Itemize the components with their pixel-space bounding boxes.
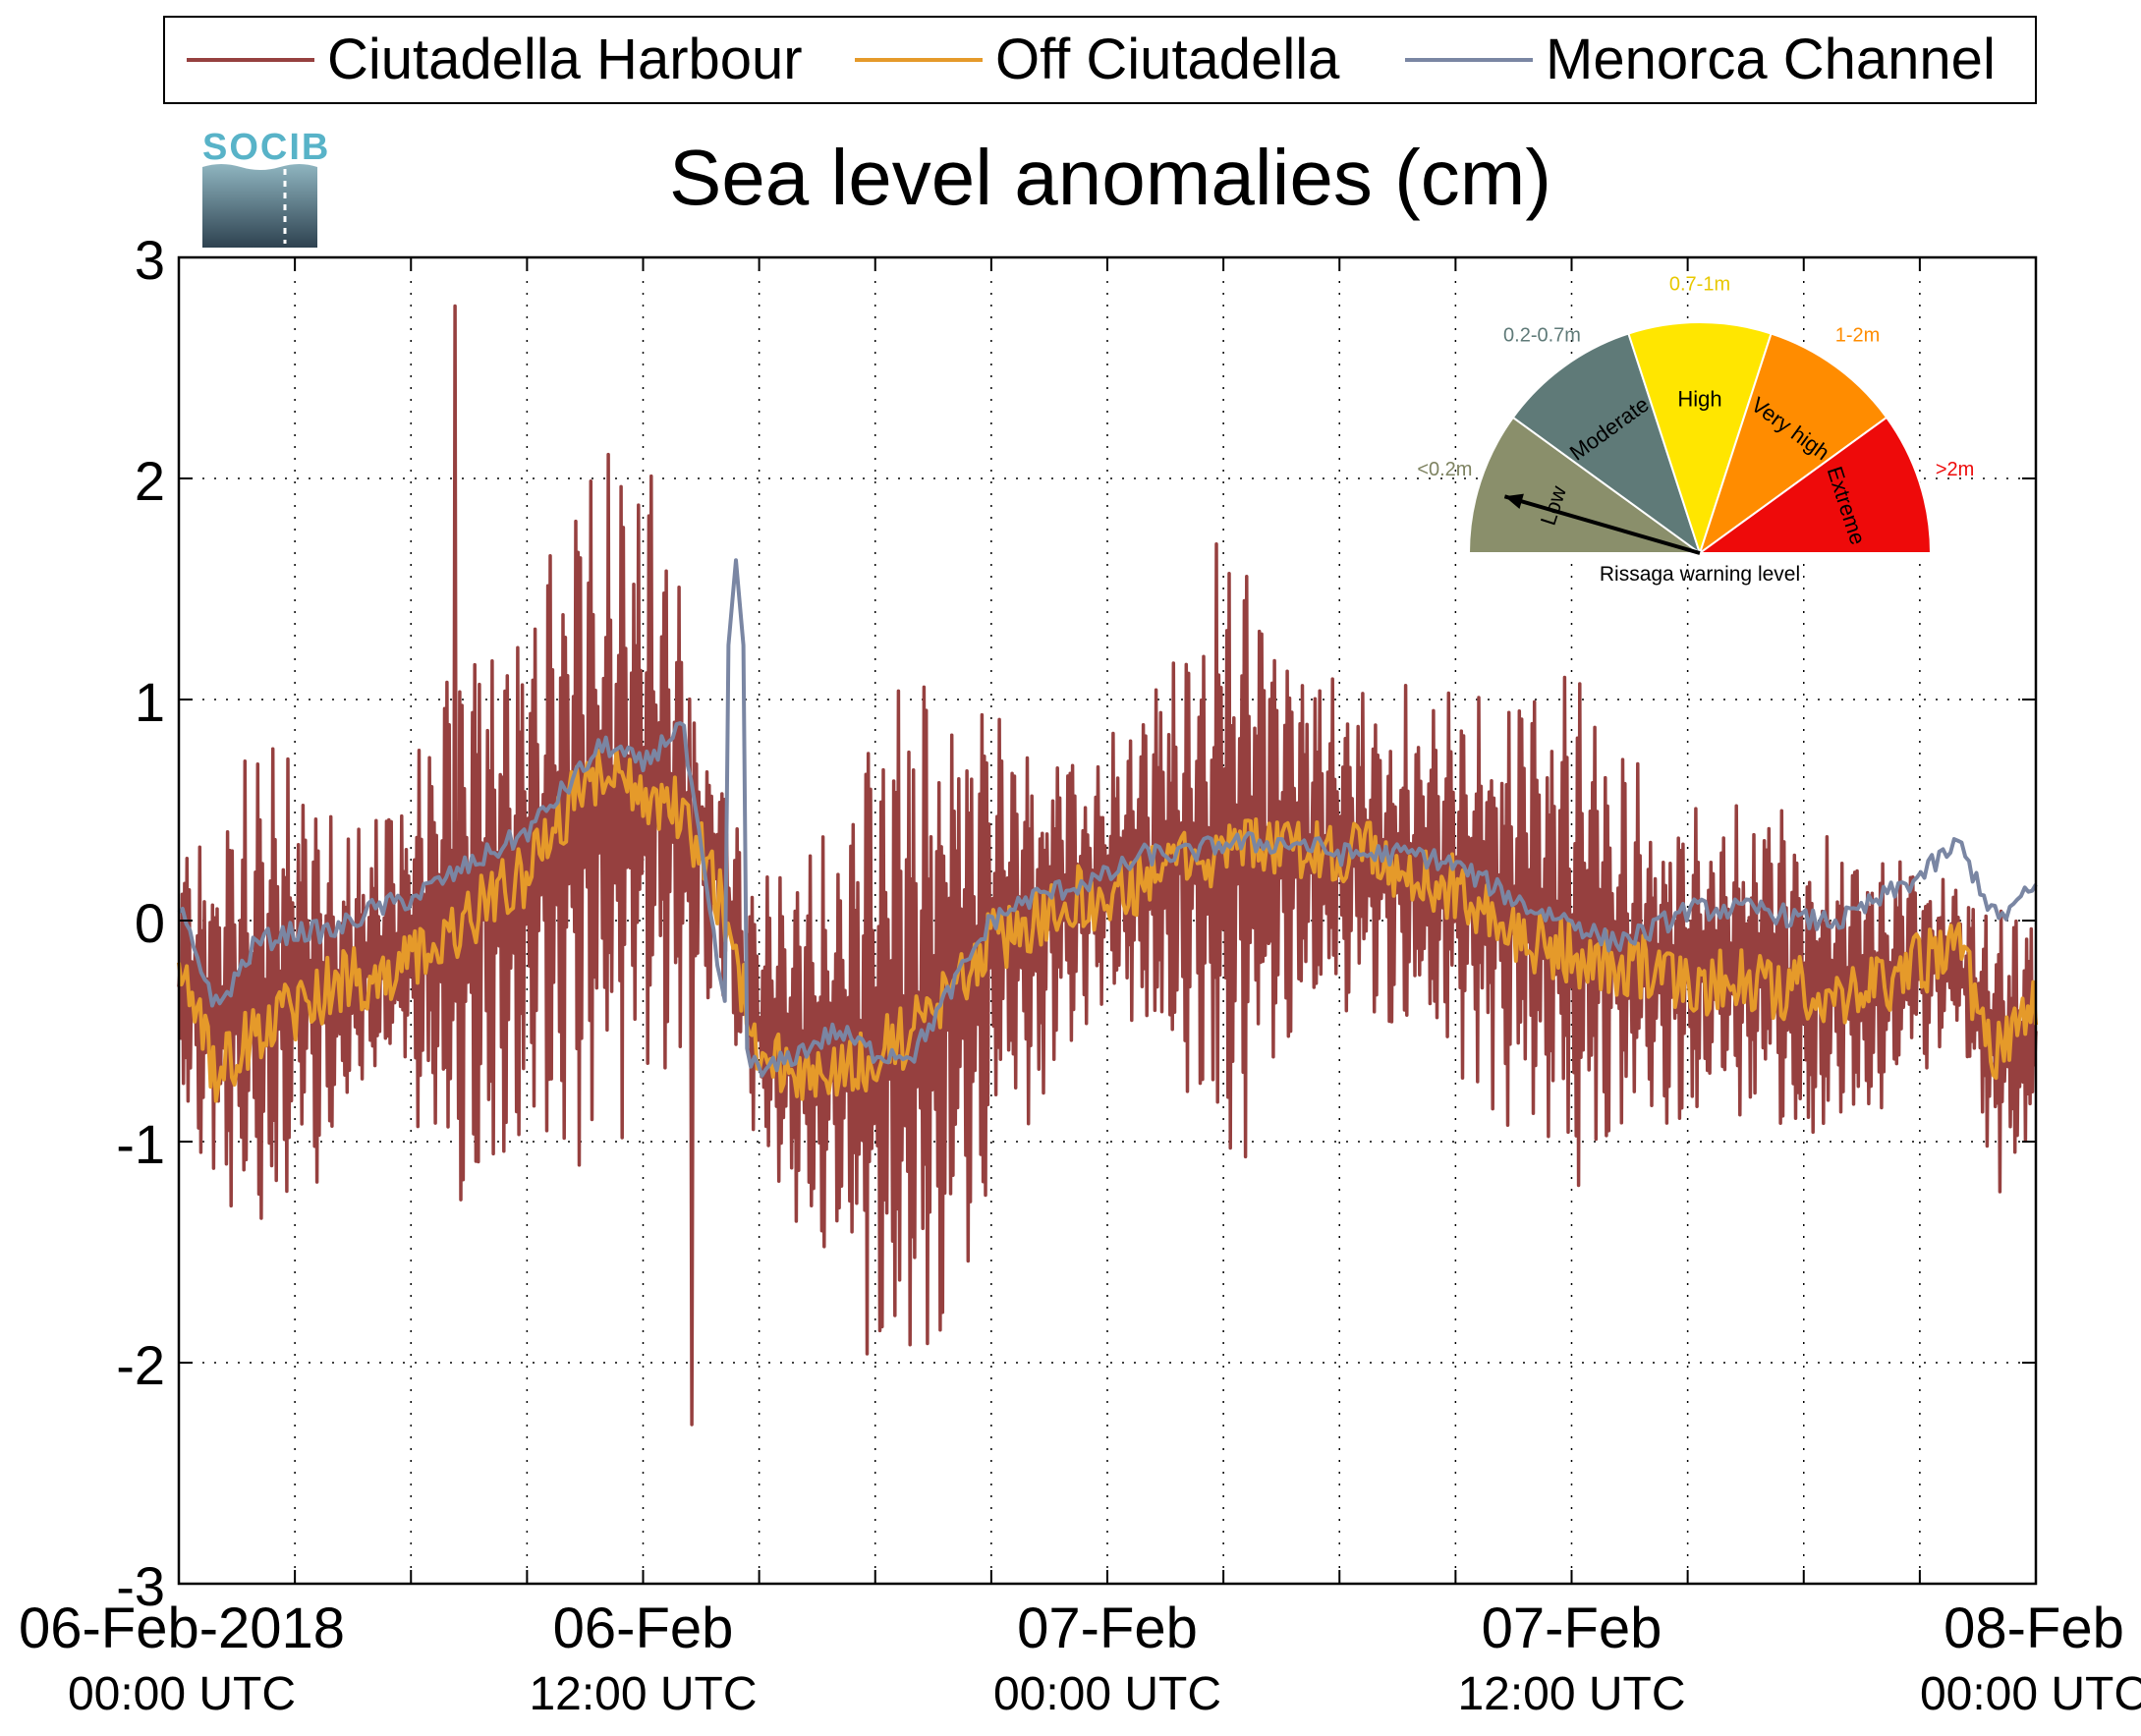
series-line-menorca-channel [177,558,2038,1078]
x-tick-label-date: 06-Feb [553,1596,734,1660]
gauge-range-label: 1-2m [1835,324,1881,346]
gauge-range-label: <0.2m [1417,459,1472,480]
socib-logo: SOCIB [202,127,330,248]
x-tick-label-date: 07-Feb [1017,1596,1198,1660]
x-tick-label-date: 06-Feb-2018 [19,1596,345,1660]
tick-marks [179,256,2036,1585]
legend-label-menorca-channel: Menorca Channel [1546,28,1996,91]
gauge-range-label: 0.7-1m [1669,273,1730,295]
gauge-caption: Rissaga warning level [1600,563,1800,586]
series-line-off-ciutadella [177,748,2038,1103]
y-tick-label: -2 [116,1334,165,1396]
gauge-segment-extreme [1696,416,1933,554]
gauge-segment-moderate [1511,332,1702,556]
gauge-segment-high [1627,321,1773,557]
x-tick-label-time: 00:00 UTC [993,1668,1221,1720]
legend: Ciutadella Harbour Off Ciutadella Menorc… [163,16,2037,104]
x-tick-label-date: 08-Feb [1944,1596,2124,1660]
logo-wave-icon [202,164,317,248]
y-tick-label: 1 [135,671,165,733]
series-line-ciutadella-harbour [177,304,2038,1427]
y-tick-label: -3 [116,1555,165,1617]
x-tick-label-time: 12:00 UTC [529,1668,757,1720]
legend-label-off-ciutadella: Off Ciutadella [995,28,1340,91]
y-tick-label: 0 [135,892,165,954]
legend-label-ciutadella-harbour: Ciutadella Harbour [327,28,803,91]
logo-text: SOCIB [202,127,330,168]
gauge-range-label: >2m [1936,459,1974,480]
x-tick-label-time: 00:00 UTC [1920,1668,2141,1720]
gauge-pointer-arrowhead-icon [1504,493,1524,509]
y-tick-label: -1 [116,1113,165,1175]
x-tick-label-time: 12:00 UTC [1457,1668,1685,1720]
legend-box [163,16,2037,104]
gauge-segment-very-high [1698,332,1888,556]
gauge-range-label: 0.2-0.7m [1503,324,1581,346]
chart-title: Sea level anomalies (cm) [669,134,1551,221]
gauge-segment-low [1467,416,1704,554]
x-tick-label-time: 00:00 UTC [68,1668,296,1720]
y-tick-label: 3 [135,229,165,291]
y-tick-labels: -3 -2 -1 0 1 2 3 [116,229,165,1617]
y-tick-label: 2 [135,450,165,512]
gauge-segment-label: High [1677,387,1721,412]
gauge-pointer [1503,494,1701,555]
x-tick-label-date: 07-Feb [1482,1596,1662,1660]
x-tick-labels: 06-Feb-2018 00:00 UTC 06-Feb 12:00 UTC 07-Fe… [19,1596,2141,1720]
series-layer [177,304,2038,1427]
